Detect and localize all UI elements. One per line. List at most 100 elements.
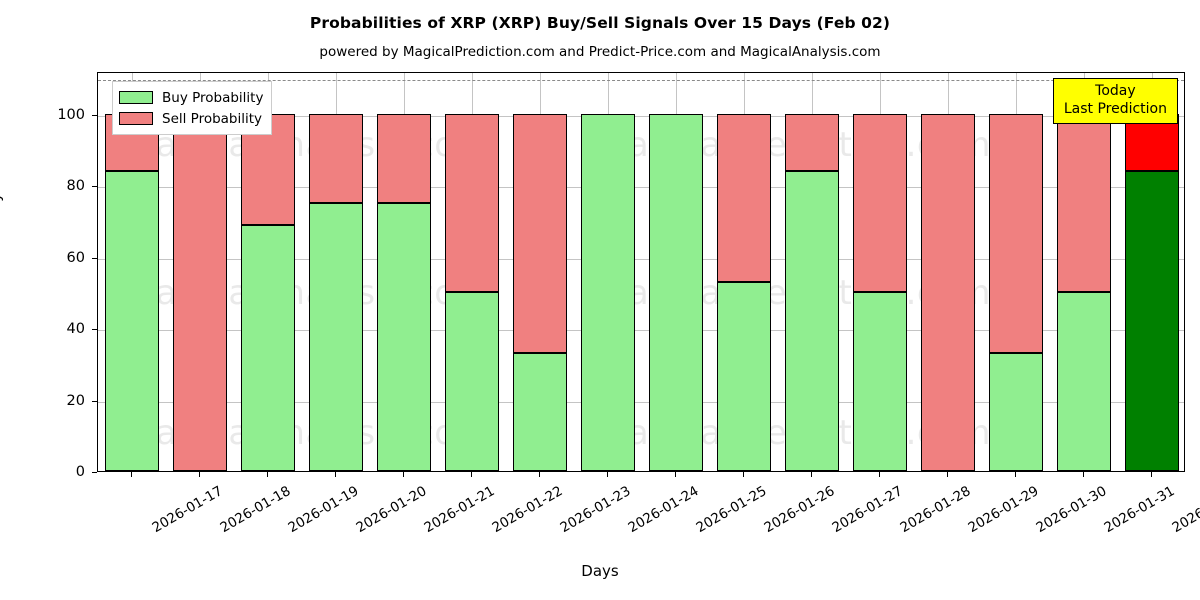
chart-legend: Buy Probability Sell Probability [112,81,273,135]
bar-segment-buy[interactable] [784,171,840,471]
y-tick-mark [92,329,97,331]
bar-group[interactable] [648,73,704,471]
x-tick-label: 2026-01-27 [829,483,906,537]
x-tick-mark [471,472,473,477]
y-tick-mark [92,257,97,259]
y-tick-mark [92,472,97,474]
gridline-horizontal [98,258,1184,260]
bar-segment-buy[interactable] [1056,292,1112,471]
bar-group[interactable] [920,73,976,471]
gridline-horizontal [98,330,1184,332]
bar-segment-buy[interactable] [1124,171,1180,471]
x-tick-label: 2026-01-24 [625,483,702,537]
bar-segment-buy[interactable] [308,203,364,471]
x-tick-mark [675,472,677,477]
bar-group[interactable] [988,73,1044,471]
x-tick-label: 2026-01-31 [1101,483,1178,537]
y-tick-mark [92,186,97,188]
bar-group[interactable] [172,73,228,471]
bar-segment-buy[interactable] [240,224,296,471]
bar-segment-buy[interactable] [988,353,1044,471]
bar-segment-buy[interactable] [376,203,432,471]
bar-group[interactable] [240,73,296,471]
bar-group[interactable] [512,73,568,471]
x-tick-label: 2026-01-30 [1033,483,1110,537]
bar-segment-sell[interactable] [172,113,228,471]
bar-group[interactable] [580,73,636,471]
bar-segment-sell[interactable] [920,113,976,471]
bar-group[interactable] [376,73,432,471]
bar-segment-sell[interactable] [512,113,568,354]
today-annotation-line1: Today [1095,83,1136,99]
y-tick-label: 0 [75,464,85,480]
bar-segment-buy[interactable] [716,281,772,471]
x-tick-mark [335,472,337,477]
bar-segment-sell[interactable] [988,113,1044,354]
x-tick-mark [267,472,269,477]
y-tick-label: 40 [66,321,85,338]
legend-label-sell: Sell Probability [162,110,263,127]
bar-segment-buy[interactable] [444,292,500,471]
x-tick-label: 2026-01-23 [557,483,634,537]
today-annotation-box: Today Last Prediction [1052,78,1178,124]
x-tick-mark [607,472,609,477]
legend-swatch-sell [119,112,153,125]
bar-group[interactable] [852,73,908,471]
x-tick-label: 2026-01-29 [965,483,1042,537]
bar-segment-sell[interactable] [444,113,500,293]
x-tick-mark [743,472,745,477]
chart-title: Probabilities of XRP (XRP) Buy/Sell Sign… [309,14,891,32]
y-tick-mark [92,400,97,402]
bar-segment-sell[interactable] [376,113,432,204]
x-tick-mark [131,472,133,477]
bar-segment-buy[interactable] [852,292,908,471]
bar-segment-buy[interactable] [104,171,160,471]
bar-group[interactable] [308,73,364,471]
x-tick-label: 2026-01-26 [761,483,838,537]
gridline-horizontal [98,115,1184,117]
legend-swatch-buy [119,91,153,104]
y-tick-label: 100 [57,106,85,123]
x-tick-label: 2026-01-21 [421,483,498,537]
y-axis-title: Probability [0,192,4,272]
bar-segment-buy[interactable] [648,113,704,471]
x-tick-label: 2026-01-19 [285,483,362,537]
bar-segment-sell[interactable] [784,113,840,171]
y-tick-label: 20 [66,392,85,409]
x-tick-label: 2026-01-18 [217,483,294,537]
x-tick-mark [1015,472,1017,477]
bar-segment-sell[interactable] [308,113,364,204]
bar-group[interactable] [104,73,160,471]
x-tick-label: 2026-01-28 [897,483,974,537]
bar-group[interactable] [1056,73,1112,471]
bar-segment-sell[interactable] [716,113,772,282]
x-tick-mark [199,472,201,477]
y-tick-mark [92,114,97,116]
x-tick-mark [1083,472,1085,477]
x-tick-label: 2026-01-17 [149,483,226,537]
x-tick-label: 2026-01-22 [489,483,566,537]
bar-segment-buy[interactable] [580,113,636,471]
x-axis-title: Days [581,562,619,580]
x-tick-mark [539,472,541,477]
bar-segment-sell[interactable] [1056,113,1112,293]
x-tick-label: 2026-01-20 [353,483,430,537]
bar-group[interactable] [784,73,840,471]
bar-segment-buy[interactable] [512,353,568,471]
bar-group[interactable] [716,73,772,471]
x-tick-mark [1151,472,1153,477]
x-tick-mark [947,472,949,477]
x-tick-mark [879,472,881,477]
legend-label-buy: Buy Probability [162,89,264,106]
gridline-horizontal [98,401,1184,403]
bar-group[interactable] [444,73,500,471]
threshold-dashed-line [98,80,1184,82]
legend-item-sell: Sell Probability [119,108,263,129]
bar-segment-sell[interactable] [852,113,908,293]
x-tick-label: 2026-01-25 [693,483,770,537]
plot-area: MagicalAnalysis.comMagicalPrediction.com… [97,72,1185,472]
gridline-horizontal [98,187,1184,189]
chart-subtitle: powered by MagicalPrediction.com and Pre… [319,44,881,60]
bar-group[interactable] [1124,73,1180,471]
